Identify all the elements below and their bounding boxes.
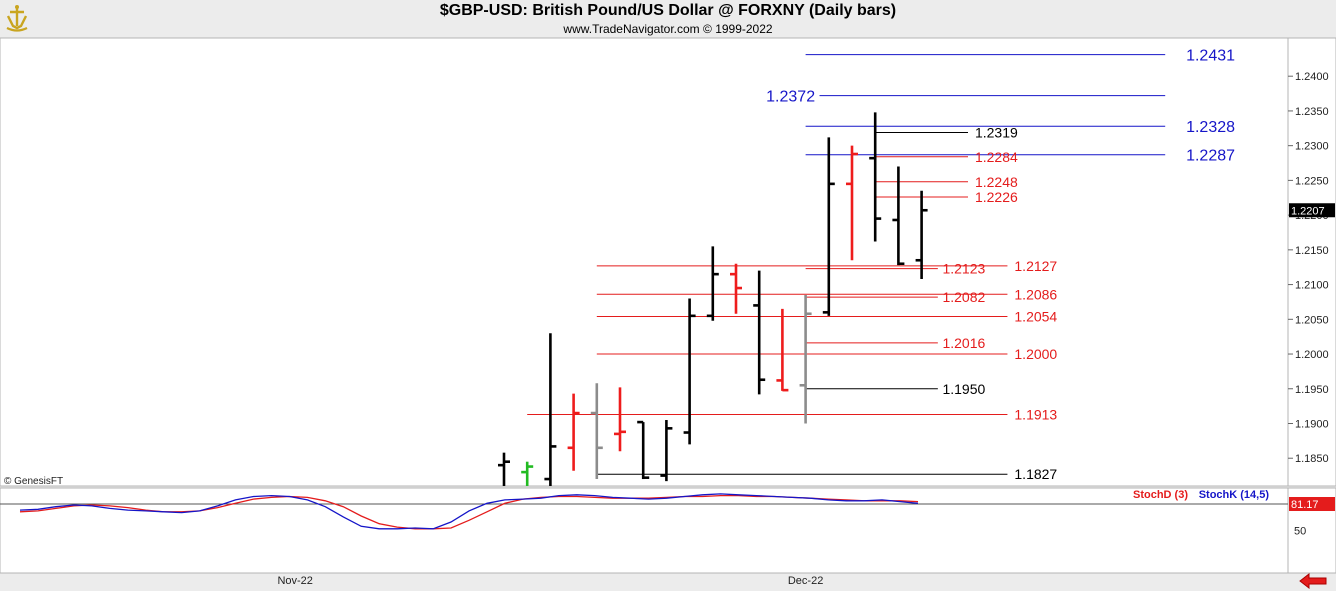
y-tick-label: 1.2150 [1295, 245, 1329, 257]
level-label-1-2372: 1.2372 [766, 88, 815, 105]
y-tick-label: 1.1900 [1295, 418, 1329, 430]
y-tick-label: 1.1850 [1295, 453, 1329, 465]
last-price-box [1289, 203, 1335, 218]
level-label-1-1827: 1.1827 [1014, 466, 1057, 482]
y-tick-label: 1.2100 [1295, 280, 1329, 292]
ohlc-bar[interactable] [915, 190, 928, 280]
ohlc-bar[interactable] [683, 298, 696, 445]
y-tick-label: 1.2250 [1295, 175, 1329, 187]
level-label-1-2082: 1.2082 [942, 289, 985, 305]
stoch-panel [0, 487, 1289, 574]
level-label-1-2086: 1.2086 [1014, 286, 1057, 302]
level-label-1-1913: 1.1913 [1014, 406, 1057, 422]
level-label-1-2248: 1.2248 [975, 174, 1018, 190]
ohlc-bar[interactable] [846, 145, 858, 261]
ohlc-bar[interactable] [660, 420, 673, 482]
level-label-1-2287: 1.2287 [1186, 147, 1235, 164]
trade-navigator-logo-icon [4, 4, 30, 32]
ohlc-bar[interactable] [498, 452, 510, 486]
level-label-1-2226: 1.2226 [975, 189, 1018, 205]
ohlc-bar[interactable] [776, 308, 789, 392]
stoch-last-label: 81.17 [1291, 499, 1319, 511]
stoch-y-tick-label: 50 [1294, 526, 1306, 538]
x-axis-label: Dec-22 [788, 575, 823, 587]
genesis-watermark: © GenesisFT [4, 476, 63, 487]
level-label-1-2016: 1.2016 [942, 335, 985, 351]
ohlc-bar[interactable] [799, 294, 812, 424]
ohlc-bar[interactable] [706, 246, 719, 321]
y-tick-label: 1.2400 [1295, 71, 1329, 83]
level-label-1-2054: 1.2054 [1014, 309, 1057, 325]
legend-stoch-k: StochK (14,5) [1199, 489, 1270, 501]
level-label-1-1950: 1.1950 [942, 381, 985, 397]
level-label-1-2123: 1.2123 [942, 261, 985, 277]
y-tick-label: 1.2050 [1295, 314, 1329, 326]
ohlc-bar[interactable] [730, 263, 742, 314]
ohlc-bar[interactable] [869, 112, 882, 242]
ohlc-bar[interactable] [637, 420, 650, 480]
ohlc-bar[interactable] [614, 387, 626, 452]
stoch-series-k [19, 493, 919, 530]
x-axis-label: Nov-22 [277, 575, 312, 587]
ohlc-bar[interactable] [544, 333, 557, 486]
chart-title: $GBP-USD: British Pound/US Dollar @ FORX… [439, 2, 897, 19]
level-label-1-2319: 1.2319 [975, 125, 1018, 141]
last-price-label: 1.2207 [1291, 205, 1325, 217]
level-label-1-2431: 1.2431 [1186, 47, 1235, 64]
ohlc-bar[interactable] [892, 166, 905, 266]
level-label-1-2328: 1.2328 [1186, 119, 1235, 136]
ohlc-bar[interactable] [567, 393, 580, 471]
ohlc-bar[interactable] [753, 270, 766, 395]
chart-subtitle: www.TradeNavigator.com © 1999-2022 [563, 22, 773, 36]
y-tick-label: 1.1950 [1295, 384, 1329, 396]
stoch-last-box [1289, 497, 1335, 512]
scroll-left-arrow-icon[interactable] [1298, 573, 1328, 589]
y-tick-label: 1.2300 [1295, 141, 1329, 153]
ohlc-bar[interactable] [521, 461, 534, 486]
y-tick-label: 1.2350 [1295, 106, 1329, 118]
chart-header: $GBP-USD: British Pound/US Dollar @ FORX… [0, 0, 1336, 38]
y-tick-label: 1.2000 [1295, 349, 1329, 361]
ohlc-bar[interactable] [590, 383, 603, 480]
legend-stoch-d: StochD (3) [1133, 489, 1188, 501]
level-label-1-2127: 1.2127 [1014, 258, 1057, 274]
level-label-1-2284: 1.2284 [975, 149, 1018, 165]
level-label-1-2000: 1.2000 [1014, 346, 1057, 362]
price-axis [1287, 37, 1336, 487]
ohlc-bar[interactable] [822, 137, 835, 316]
price-panel [0, 37, 1289, 487]
